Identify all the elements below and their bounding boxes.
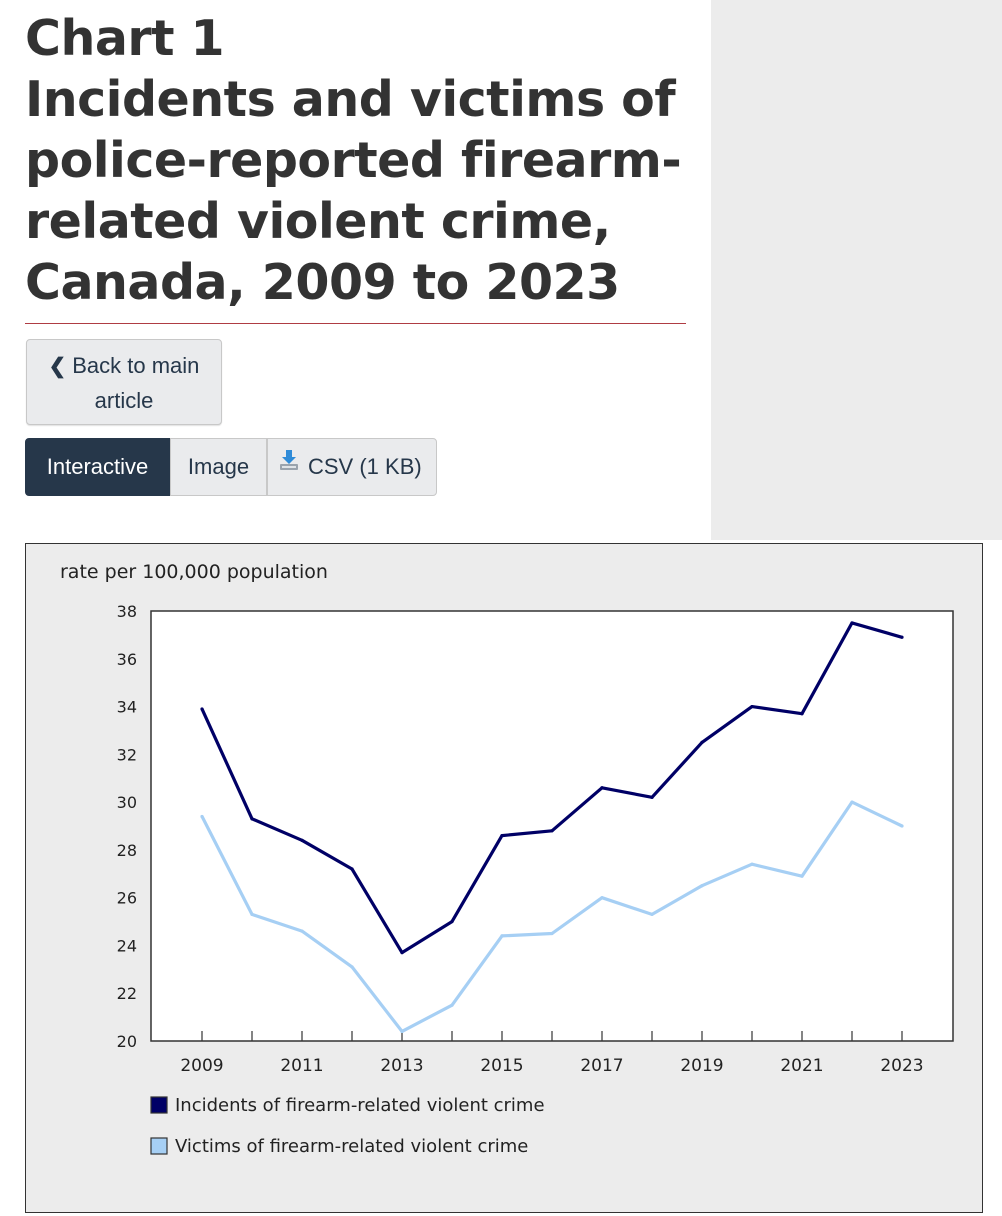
data-point [200, 814, 204, 819]
y-axis-label: rate per 100,000 population [60, 561, 328, 583]
data-point [600, 786, 604, 790]
data-point [250, 912, 254, 916]
data-point [650, 912, 654, 916]
y-tick-label: 38 [117, 602, 137, 621]
data-point [800, 712, 804, 716]
legend-swatch [150, 1096, 168, 1114]
back-button-label-line2: article [94, 388, 154, 413]
x-tick-label: 2009 [180, 1056, 223, 1076]
back-to-main-article-button[interactable]: ❮ Back to main article [26, 339, 222, 425]
tab-csv-download[interactable]: CSV (1 KB) [267, 438, 437, 496]
data-point [600, 896, 604, 900]
data-point [800, 874, 804, 878]
data-point [550, 829, 554, 833]
data-point [250, 817, 254, 821]
download-icon [278, 437, 300, 493]
title-line: related violent crime, [25, 193, 611, 250]
data-point [400, 951, 404, 955]
y-tick-label: 28 [117, 841, 137, 860]
csv-label: CSV (1 KB) [308, 454, 422, 479]
chart-legend: Incidents of firearm-related violent cri… [150, 1095, 545, 1157]
view-tabs: Interactive Image CSV (1 KB) [25, 438, 437, 496]
data-point [900, 635, 904, 639]
tab-interactive[interactable]: Interactive [25, 438, 170, 496]
data-point [350, 965, 354, 969]
legend-label: Victims of firearm-related violent crime [175, 1136, 528, 1157]
data-point [750, 862, 754, 866]
y-tick-label: 30 [117, 793, 137, 812]
data-point [500, 833, 504, 838]
back-button-label: Back to main [72, 353, 200, 378]
x-tick-label: 2013 [380, 1056, 423, 1076]
data-point [200, 707, 204, 711]
y-tick-label: 22 [117, 984, 137, 1003]
title-divider [25, 323, 686, 324]
y-tick-label: 24 [117, 936, 137, 955]
data-point [850, 800, 854, 804]
title-line: Incidents and victims of [25, 71, 676, 128]
data-point [850, 621, 854, 625]
data-point [550, 931, 554, 936]
y-tick-label: 32 [117, 745, 137, 764]
data-point [350, 867, 354, 871]
x-tick-label: 2017 [580, 1056, 623, 1076]
legend-swatch [150, 1137, 168, 1155]
data-point [300, 838, 304, 842]
title-line: Chart 1 [25, 10, 225, 67]
data-point [450, 1003, 454, 1007]
data-point [750, 704, 754, 709]
y-tick-label: 36 [117, 650, 137, 669]
plot-area: 20 22 24 26 28 30 32 34 36 38 2009 2011 2013 2015 2017… [117, 602, 954, 1076]
y-tick-label: 34 [117, 698, 137, 717]
page-title: Chart 1 Incidents and victims of police-… [25, 8, 705, 313]
x-tick-label: 2015 [480, 1056, 523, 1076]
line-chart: rate per 100,000 population 20 22 24 26 28 30… [60, 561, 954, 1157]
page-side-panel [711, 0, 1002, 540]
data-point [650, 795, 654, 799]
data-point [900, 824, 904, 828]
tab-image[interactable]: Image [170, 438, 267, 496]
chart-container: rate per 100,000 population 20 22 24 26 28 30… [25, 543, 983, 1213]
data-point [700, 740, 704, 744]
legend-label: Incidents of firearm-related violent cri… [175, 1095, 545, 1116]
x-tick-label: 2011 [280, 1056, 323, 1076]
data-point [500, 934, 504, 938]
title-line: police-reported firearm- [25, 132, 682, 189]
x-tick-label: 2019 [680, 1056, 723, 1076]
x-tick-label: 2021 [780, 1056, 823, 1076]
y-tick-label: 26 [117, 889, 137, 908]
title-line: Canada, 2009 to 2023 [25, 254, 620, 311]
data-point [300, 929, 304, 933]
data-point [700, 884, 704, 888]
x-tick-label: 2023 [880, 1056, 923, 1076]
y-tick-label: 20 [117, 1032, 137, 1051]
data-point [400, 1029, 404, 1034]
data-point [450, 919, 454, 924]
chevron-left-icon: ❮ [48, 355, 67, 378]
